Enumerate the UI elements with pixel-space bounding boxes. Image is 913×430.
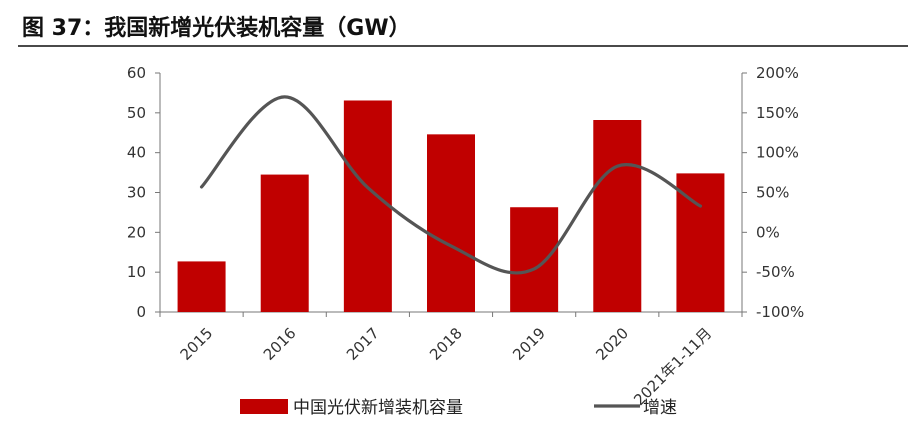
- left-axis-tick-label: 40: [127, 144, 146, 162]
- bar: [343, 100, 392, 312]
- title-underline: [18, 45, 908, 47]
- x-axis-tick-label: 2015: [177, 324, 217, 364]
- legend-label-line: 增速: [643, 398, 677, 418]
- growth-rate-line: [199, 95, 703, 275]
- left-axis-tick-label: 10: [127, 263, 146, 281]
- legend-label-bar: 中国光伏新增装机容量: [293, 398, 463, 418]
- x-axis-tick-label: 2018: [426, 324, 466, 364]
- bar: [260, 174, 309, 312]
- x-axis-tick-label: 2019: [509, 324, 549, 364]
- left-axis-tick-label: 60: [127, 64, 146, 82]
- left-axis-tick-label: 50: [127, 104, 146, 122]
- legend-swatch-bar: [240, 399, 288, 414]
- right-axis-tick-label: 0%: [756, 223, 780, 241]
- bar: [177, 261, 226, 312]
- bar: [593, 120, 642, 313]
- x-axis-tick-label: 2017: [343, 324, 383, 364]
- x-axis-tick-label: 2021年1-11月: [630, 324, 715, 409]
- bar: [427, 134, 475, 312]
- left-axis-tick-label: 0: [136, 303, 146, 321]
- right-axis-tick-label: 200%: [756, 64, 799, 82]
- x-axis-tick-label: 2016: [260, 324, 300, 364]
- bar: [510, 207, 559, 312]
- right-axis-tick-label: -50%: [756, 263, 795, 281]
- x-axis-tick-label: 2020: [592, 324, 632, 364]
- left-axis-tick-label: 20: [127, 223, 146, 241]
- right-axis-tick-label: -100%: [756, 303, 804, 321]
- right-axis-tick-label: 100%: [756, 144, 799, 162]
- right-axis-tick-label: 150%: [756, 104, 799, 122]
- right-axis-tick-label: 50%: [756, 184, 789, 202]
- left-axis-tick-label: 30: [127, 184, 146, 202]
- chart-title: 图 37：我国新增光伏装机容量（GW）: [22, 16, 411, 41]
